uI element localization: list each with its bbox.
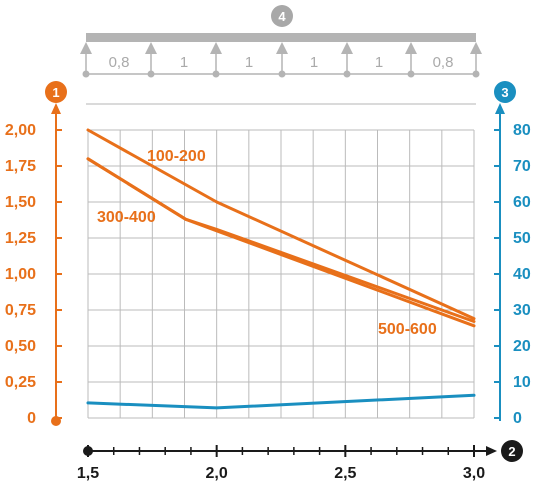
beam-bar	[86, 33, 476, 42]
left-axis-tick-label: 0	[27, 410, 36, 427]
x-axis-tick-label: 1,5	[77, 465, 99, 482]
plot-grid	[87, 129, 475, 419]
series-line-deflection	[86, 393, 476, 410]
tick-labels: 0 0,25 0,50 0,75 1,00 1,25 1,50 1,75 2,00 0 10 20 30…	[5, 122, 531, 482]
right-axis-tick-label: 40	[513, 266, 531, 283]
beam-supports	[80, 42, 482, 78]
right-axis-tick-label: 30	[513, 302, 531, 319]
left-axis-badge-circle	[45, 81, 67, 103]
right-axis-tick-label: 70	[513, 158, 531, 175]
right-axis-tick-label: 10	[513, 374, 531, 391]
tick-marks	[56, 129, 500, 457]
span-label: 0,8	[109, 54, 130, 71]
right-axis-badge: 3	[494, 81, 516, 103]
left-axis-tick-label: 1,75	[5, 158, 36, 175]
left-axis-tick-label: 1,00	[5, 266, 36, 283]
series-label-100-200: 100-200	[147, 148, 206, 165]
beam-badge-label: 4	[278, 9, 286, 24]
series-label-500-600: 500-600	[378, 321, 437, 338]
left-axis-arrow	[51, 103, 61, 114]
left-axis-tick-label: 0,25	[5, 374, 36, 391]
right-axis-tick-label: 60	[513, 194, 531, 211]
support-triangle	[470, 42, 482, 54]
right-axis-badge-label: 3	[501, 85, 508, 100]
left-axis-tick-label: 2,00	[5, 122, 36, 139]
series-line-100-200	[86, 128, 476, 321]
x-axis-tick-label: 2,0	[206, 465, 228, 482]
right-axis-badge-circle	[494, 81, 516, 103]
support-triangle	[210, 42, 222, 54]
right-axis-tick-label: 50	[513, 230, 531, 247]
support-triangle	[145, 42, 157, 54]
support-triangle	[80, 42, 92, 54]
series-lines	[86, 128, 476, 410]
span-label: 1	[310, 54, 318, 71]
support-triangle	[276, 42, 288, 54]
left-axis-tick-label: 1,50	[5, 194, 36, 211]
x-axis-badge: 2	[501, 440, 523, 462]
series-line-500-600	[86, 157, 476, 328]
beam-badge	[271, 5, 293, 27]
support-triangle	[405, 42, 417, 54]
left-axis-tick-label: 1,25	[5, 230, 36, 247]
right-axis-arrow	[495, 103, 505, 114]
span-label: 1	[245, 54, 253, 71]
series-label-300-400: 300-400	[97, 209, 156, 226]
x-axis-arrow	[486, 446, 497, 456]
right-axis-tick-label: 80	[513, 122, 531, 139]
support-triangle	[341, 42, 353, 54]
x-axis-badge-label: 2	[508, 444, 515, 459]
left-axis-badge-label: 1	[52, 85, 59, 100]
x-axis-badge-circle	[501, 440, 523, 462]
left-axis-tick-label: 0,75	[5, 302, 36, 319]
x-axis-tick-label: 2,5	[334, 465, 356, 482]
left-axis-badge: 1	[45, 81, 67, 103]
x-axis-tick-label: 3,0	[463, 465, 485, 482]
right-axis-tick-label: 0	[513, 410, 522, 427]
left-axis-tick-label: 0,50	[5, 338, 36, 355]
span-labels: 0,8 1 1 1 1 0,8	[109, 54, 454, 71]
span-label: 1	[375, 54, 383, 71]
right-axis-tick-label: 20	[513, 338, 531, 355]
span-label: 0,8	[433, 54, 454, 71]
span-label: 1	[180, 54, 188, 71]
beam-diagram: 4 0,8 1 1 1 1 0,8	[80, 5, 482, 105]
